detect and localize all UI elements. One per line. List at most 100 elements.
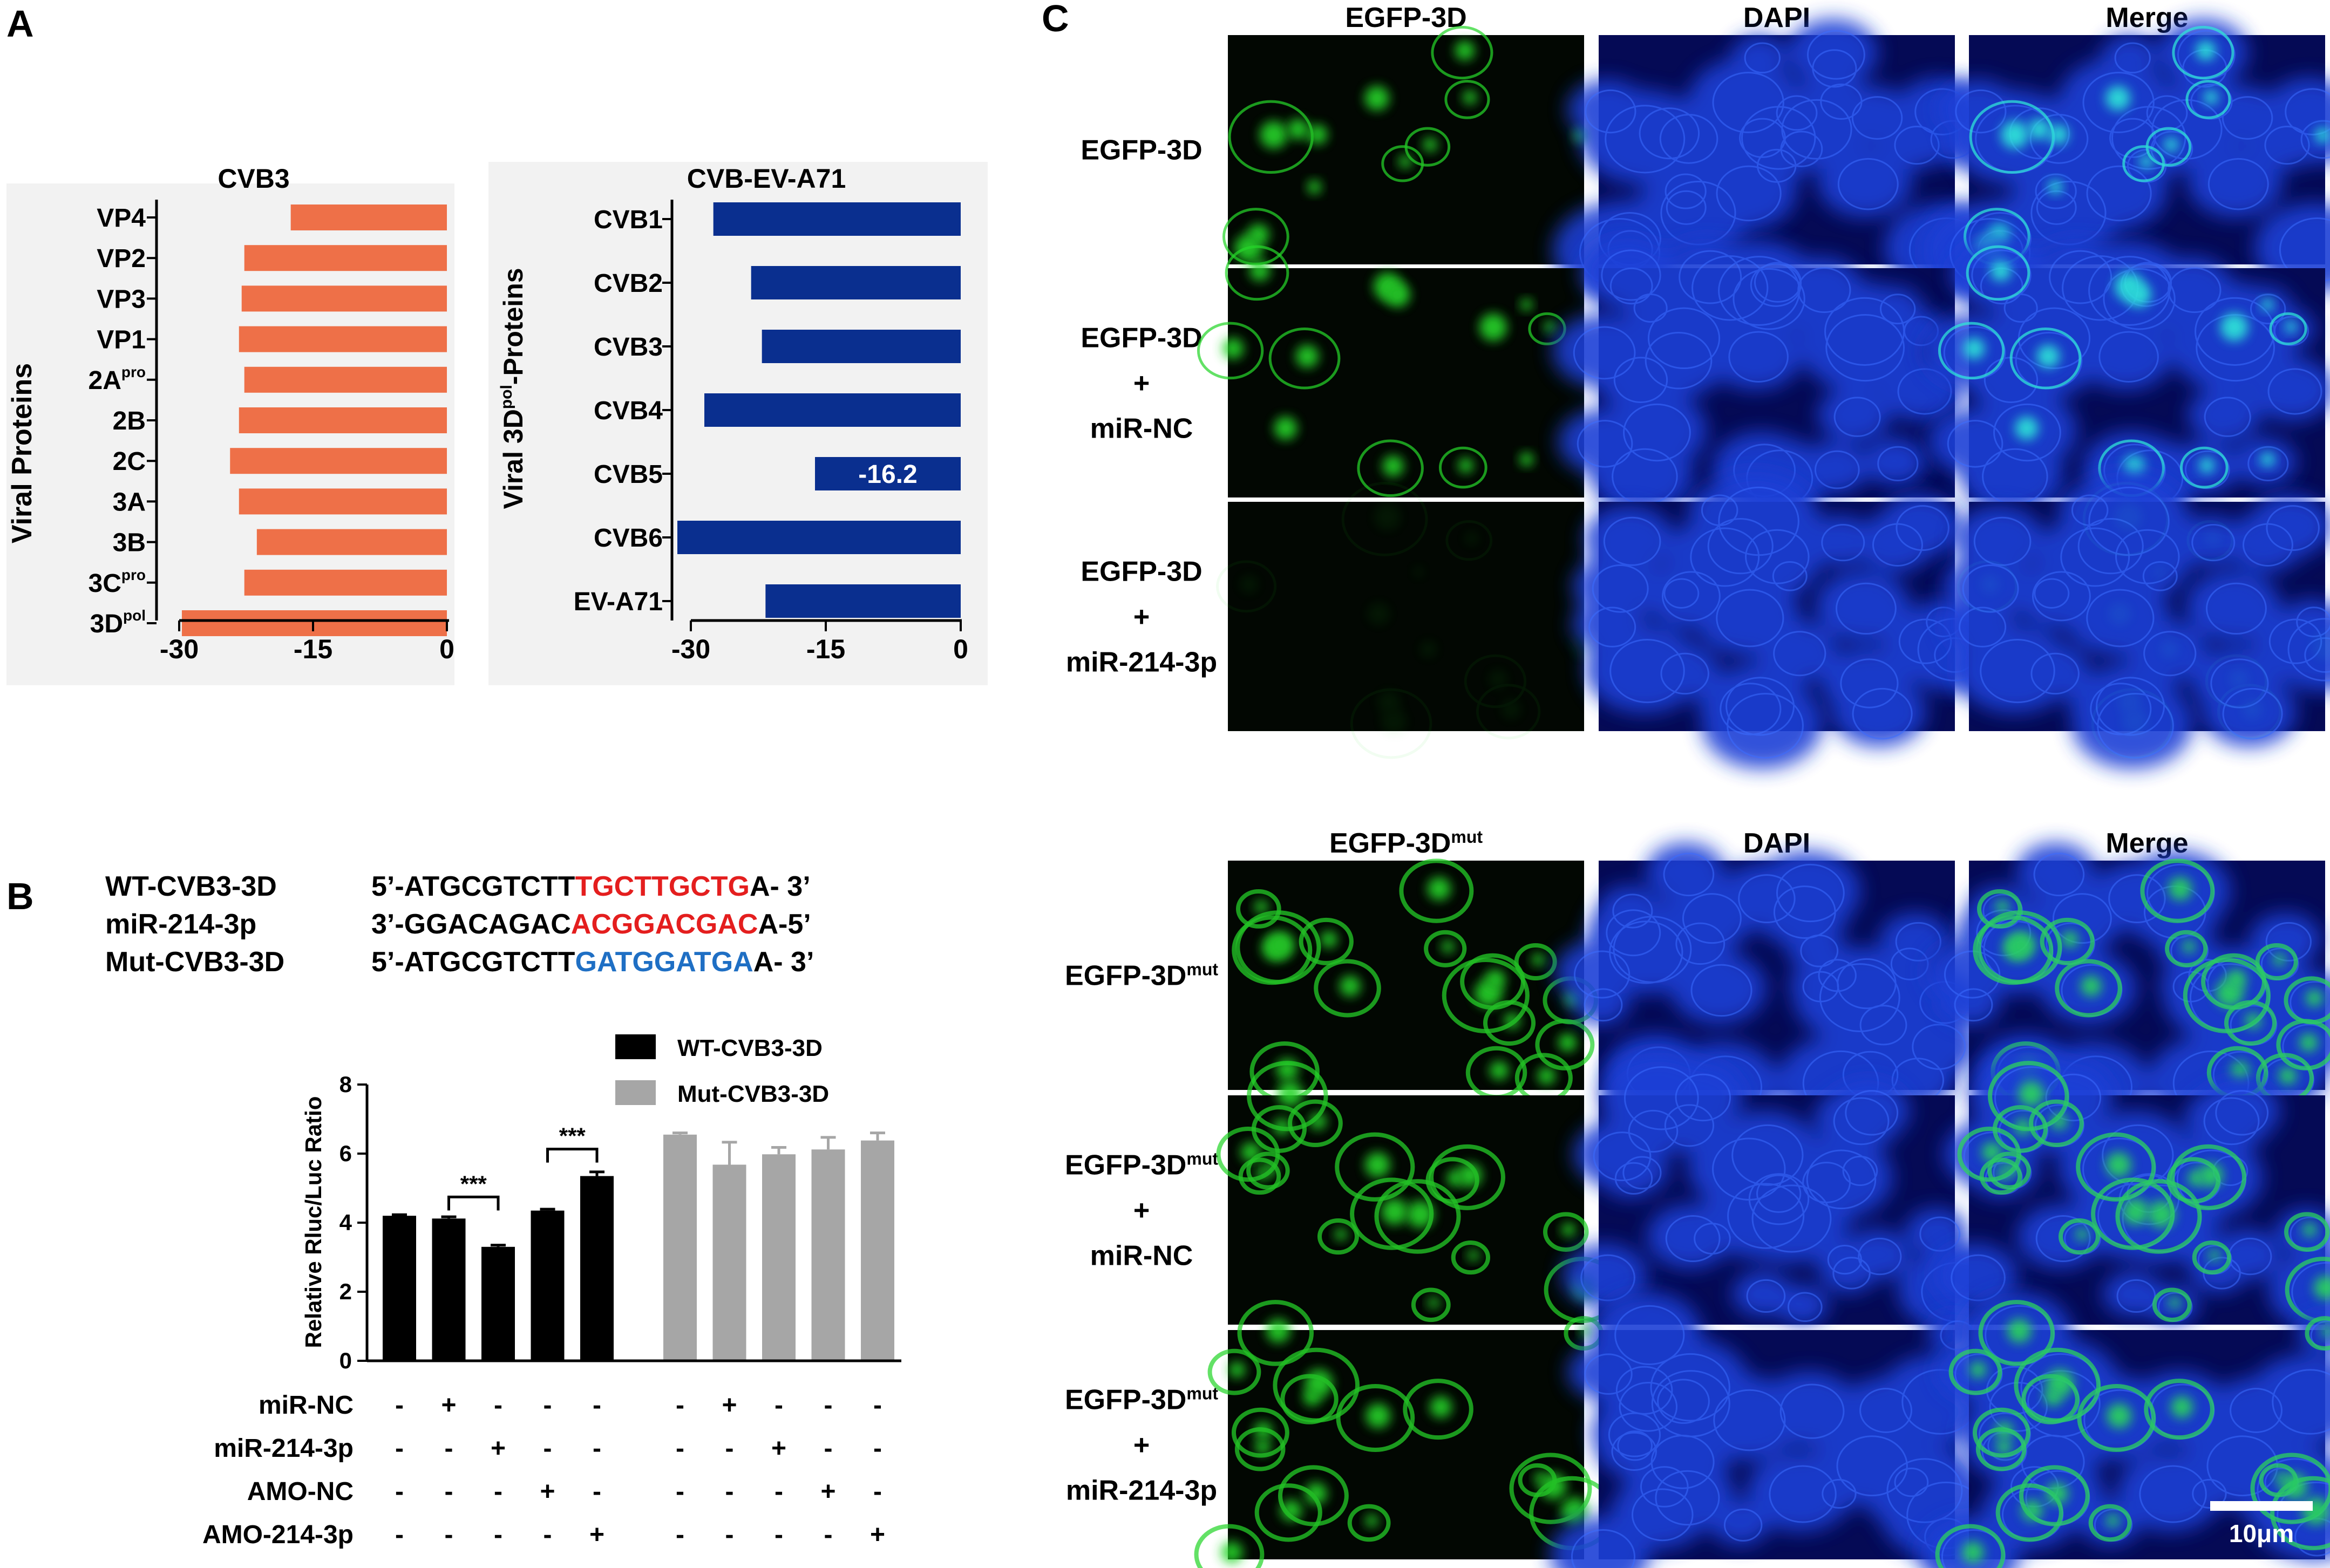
condition-sign: - xyxy=(395,1521,404,1549)
cell-bright-spot xyxy=(2241,699,2263,720)
nucleus-outline xyxy=(1877,446,1919,481)
nucleus-outline xyxy=(2264,126,2310,165)
nucleus xyxy=(1584,506,1674,573)
nucleus-outline xyxy=(1750,263,1802,307)
cell-outline xyxy=(1977,889,2022,929)
cell-outline xyxy=(1460,953,1525,1010)
cell-bright-spot xyxy=(2122,708,2149,735)
nucleus-outline xyxy=(1833,397,1881,437)
nucleus-outline xyxy=(1628,1109,1679,1153)
sequence-mir-214-3p: 3’-GGACAGACACGGACGACA-5’ xyxy=(371,909,811,940)
cell-outline xyxy=(2172,25,2234,80)
nucleus-outline xyxy=(2273,316,2309,346)
cell-bright-spot xyxy=(1373,503,1402,531)
nucleus-outline xyxy=(1612,894,1653,929)
row-label-3-line-3: miR-214-3p xyxy=(1066,1475,1217,1506)
nucleus-outline xyxy=(1614,1162,1653,1195)
cell-outline xyxy=(1403,1379,1473,1440)
row-label-sup: mut xyxy=(1186,1384,1218,1403)
row-label-text: + xyxy=(1133,1430,1150,1461)
cell-outline xyxy=(1246,1151,1290,1190)
nucleus-outline xyxy=(2033,853,2085,897)
nucleus-outline xyxy=(1837,158,1899,210)
nucleus-outline xyxy=(1776,95,1818,131)
nucleus-outline xyxy=(2108,874,2166,924)
category-label-2b: 2B xyxy=(113,407,146,435)
micrograph-egfp-3d-merge-channel xyxy=(1923,237,2330,515)
micrograph-egfp-3d-green-channel xyxy=(1197,245,1584,497)
nucleus-outline xyxy=(1663,853,1715,897)
cell-bright-spot xyxy=(2260,452,2275,467)
condition-sign: - xyxy=(494,1391,502,1420)
cell-outline xyxy=(2217,684,2282,740)
nucleus xyxy=(1731,35,1787,77)
cell-bright-spot xyxy=(1580,1325,1592,1337)
nucleus-outline xyxy=(1845,1090,1899,1136)
condition-sign: - xyxy=(725,1434,734,1463)
cell-outline xyxy=(1957,560,2018,613)
egfp-signal-layer xyxy=(1957,1061,2330,1323)
cell-outline xyxy=(2259,1463,2298,1497)
nucleus-outline xyxy=(1896,505,1949,551)
sequence-prefix: 3’-GGACAGAC xyxy=(371,909,571,940)
nucleus-outline xyxy=(1748,1173,1810,1225)
sequence-name-mut-cvb3-3d: Mut-CVB3-3D xyxy=(105,946,284,978)
nucleus-outline xyxy=(1731,1124,1804,1186)
cell-bright-spot xyxy=(1381,708,1408,735)
nucleus-outline xyxy=(1609,267,1653,305)
cell-bright-spot xyxy=(2114,503,2143,531)
condition-sign: - xyxy=(775,1477,783,1506)
cell-bright-spot xyxy=(2015,417,2039,440)
row-label-text: EGFP-3D xyxy=(1065,1385,1186,1416)
cell-bright-spot xyxy=(1996,1439,2012,1455)
nucleus-outline xyxy=(1593,1131,1652,1182)
category-label-text: 2A xyxy=(89,366,121,395)
cell-bright-spot xyxy=(1458,1163,1482,1188)
cell-bright-spot xyxy=(2105,1152,2131,1178)
nucleus-outline xyxy=(1989,1381,2048,1432)
condition-sign: - xyxy=(593,1434,601,1463)
category-label-text: CVB1 xyxy=(594,206,663,234)
cell-outline xyxy=(1234,1427,1286,1471)
cell-outline xyxy=(1509,1453,1592,1524)
category-label-text: 3B xyxy=(113,529,146,557)
cell-outline xyxy=(1979,1157,2022,1195)
egfp-signal-layer xyxy=(1216,1061,1621,1323)
nucleus-outline xyxy=(2098,331,2159,383)
nucleus-outline xyxy=(1797,267,1851,313)
nucleus-outline xyxy=(2090,683,2152,735)
nucleus-outline xyxy=(1707,518,1774,575)
nucleus xyxy=(2197,1079,2280,1142)
cell-bright-spot xyxy=(2105,86,2130,111)
cell-bright-spot xyxy=(1267,931,1295,959)
nucleus xyxy=(1595,346,1680,410)
nucleus-outline xyxy=(2172,971,2210,1003)
sequence-prefix: 5’-ATGCGTCTT xyxy=(371,946,575,978)
category-label-text: VP4 xyxy=(97,204,146,233)
row-label-text: EGFP-3D xyxy=(1065,1150,1186,1181)
micrograph-egfp-3d-mut-merge-channel xyxy=(1932,1052,2330,1332)
nucleus-outline xyxy=(1631,1488,1694,1542)
cell-bright-spot xyxy=(2220,313,2249,341)
cell-outline xyxy=(2091,688,2173,759)
nucleus-outline xyxy=(1611,1431,1657,1471)
row-label-text: miR-214-3p xyxy=(1066,647,1217,678)
cell-outline xyxy=(1445,520,1493,561)
nucleus-outline xyxy=(1666,190,1707,225)
row-label-text: + xyxy=(1133,368,1150,399)
cell-outline xyxy=(1299,917,1354,965)
category-label-text: VP2 xyxy=(97,244,146,273)
nucleus xyxy=(1796,40,1866,92)
nucleus-outline xyxy=(1840,658,1899,708)
cell-outline xyxy=(1992,1105,2048,1153)
cell-bright-spot xyxy=(2164,137,2179,152)
cell-outline xyxy=(1431,25,1493,80)
cell-outline xyxy=(2082,482,2169,556)
nucleus xyxy=(1938,79,2017,139)
nucleus-outline xyxy=(1776,863,1845,923)
nucleus-outline xyxy=(1647,307,1721,370)
cell-bright-spot xyxy=(1520,298,1533,311)
nucleus xyxy=(1567,79,1647,139)
micrograph-egfp-3d-merge-channel xyxy=(1942,471,2330,769)
nucleus-outline xyxy=(1733,268,1805,330)
